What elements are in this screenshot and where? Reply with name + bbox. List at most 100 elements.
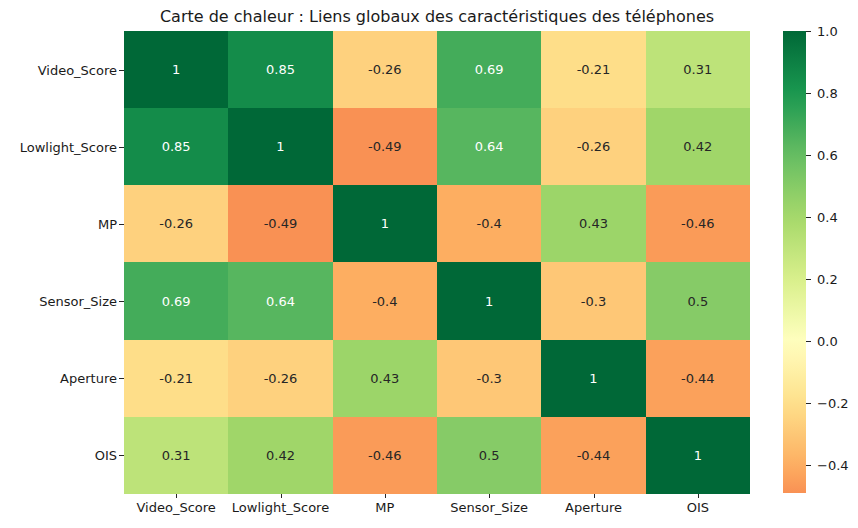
cell-value: -0.3 <box>476 372 501 385</box>
heatmap-cell: -0.49 <box>228 185 332 262</box>
cell-value: 0.85 <box>162 140 191 153</box>
heatmap-cell: 0.64 <box>437 108 541 185</box>
colorbar-tick <box>806 93 811 94</box>
heatmap-cell: -0.46 <box>333 417 437 494</box>
heatmap-cell: 1 <box>228 108 332 185</box>
y-tick-label: OIS <box>95 448 117 463</box>
colorbar-tick <box>806 155 811 156</box>
cell-value: 0.42 <box>266 449 295 462</box>
colorbar-tick-label: 0.8 <box>817 86 838 101</box>
colorbar <box>783 31 806 493</box>
cell-value: 0.5 <box>687 295 708 308</box>
colorbar-tick <box>806 341 811 342</box>
heatmap-cell: -0.21 <box>541 31 645 108</box>
heatmap-cell: 0.43 <box>333 340 437 417</box>
heatmap-cell: 1 <box>437 262 541 339</box>
cell-value: -0.3 <box>581 295 606 308</box>
x-tick <box>594 494 595 498</box>
heatmap-cell: -0.4 <box>437 185 541 262</box>
y-tick-label: MP <box>98 216 117 231</box>
cell-value: 1 <box>381 217 389 230</box>
x-tick <box>489 494 490 498</box>
cell-value: 0.43 <box>579 217 608 230</box>
cell-value: 1 <box>172 63 180 76</box>
heatmap-cell: 1 <box>646 417 750 494</box>
cell-value: -0.44 <box>681 372 715 385</box>
x-tick <box>698 494 699 498</box>
heatmap-cell: -0.4 <box>333 262 437 339</box>
y-tick <box>119 301 124 302</box>
cell-value: 0.5 <box>479 449 500 462</box>
cell-value: 1 <box>589 372 597 385</box>
heatmap-cell: 0.42 <box>646 108 750 185</box>
heatmap-cell: 0.5 <box>437 417 541 494</box>
cell-value: 1 <box>276 140 284 153</box>
heatmap-cell: -0.21 <box>124 340 228 417</box>
cell-value: 0.31 <box>683 63 712 76</box>
cell-value: 1 <box>694 449 702 462</box>
x-tick-label: Aperture <box>565 500 622 515</box>
cell-value: -0.4 <box>372 295 397 308</box>
x-tick <box>176 494 177 498</box>
y-tick <box>119 70 124 71</box>
colorbar-tick <box>806 31 811 32</box>
cell-value: -0.26 <box>577 140 611 153</box>
cell-value: 0.85 <box>266 63 295 76</box>
y-tick <box>119 147 124 148</box>
x-tick-label: MP <box>375 500 394 515</box>
heatmap-cell: -0.3 <box>437 340 541 417</box>
heatmap-cell: 0.31 <box>646 31 750 108</box>
cell-value: -0.26 <box>368 63 402 76</box>
y-tick <box>119 224 124 225</box>
heatmap-cell: -0.3 <box>541 262 645 339</box>
colorbar-tick-label: 1.0 <box>817 24 838 39</box>
y-tick-label: Sensor_Size <box>39 294 117 309</box>
heatmap-cell: 0.31 <box>124 417 228 494</box>
cell-value: -0.49 <box>368 140 402 153</box>
x-tick <box>385 494 386 498</box>
colorbar-tick-label: 0.4 <box>817 210 838 225</box>
heatmap-cell: 1 <box>124 31 228 108</box>
y-tick-label: Video_Score <box>38 62 117 77</box>
heatmap-cell: -0.46 <box>646 185 750 262</box>
heatmap-figure: Carte de chaleur : Liens globaux des car… <box>0 0 858 528</box>
cell-value: 1 <box>485 295 493 308</box>
cell-value: -0.44 <box>577 449 611 462</box>
cell-value: -0.46 <box>681 217 715 230</box>
x-tick <box>281 494 282 498</box>
chart-title: Carte de chaleur : Liens globaux des car… <box>124 7 750 26</box>
colorbar-tick-label: −0.2 <box>817 396 849 411</box>
heatmap-cell: 0.42 <box>228 417 332 494</box>
x-tick-label: Video_Score <box>136 500 215 515</box>
y-tick-label: Lowlight_Score <box>20 139 117 154</box>
heatmap-cell: -0.44 <box>646 340 750 417</box>
colorbar-tick-label: 0.2 <box>817 272 838 287</box>
heatmap-cell: 1 <box>541 340 645 417</box>
cell-value: -0.26 <box>159 217 193 230</box>
cell-value: -0.21 <box>159 372 193 385</box>
y-tick <box>119 455 124 456</box>
colorbar-tick <box>806 465 811 466</box>
cell-value: -0.46 <box>368 449 402 462</box>
cell-value: 0.43 <box>370 372 399 385</box>
heatmap-cell: -0.44 <box>541 417 645 494</box>
cell-value: 0.42 <box>683 140 712 153</box>
cell-value: -0.4 <box>476 217 501 230</box>
colorbar-tick <box>806 403 811 404</box>
heatmap-grid: 1 0.85 -0.26 0.69 -0.21 0.31 0.85 1 -0.49 0.64 -0.… <box>124 31 750 494</box>
heatmap-cell: -0.26 <box>333 31 437 108</box>
heatmap-cell: 0.85 <box>124 108 228 185</box>
cell-value: 0.31 <box>162 449 191 462</box>
cell-value: 0.69 <box>162 295 191 308</box>
cell-value: -0.21 <box>577 63 611 76</box>
heatmap-cell: -0.49 <box>333 108 437 185</box>
cell-value: -0.49 <box>264 217 298 230</box>
heatmap-cell: 0.43 <box>541 185 645 262</box>
cell-value: -0.26 <box>264 372 298 385</box>
cell-value: 0.69 <box>475 63 504 76</box>
heatmap-cell: -0.26 <box>124 185 228 262</box>
x-tick-label: Lowlight_Score <box>232 500 329 515</box>
heatmap-cell: -0.26 <box>228 340 332 417</box>
heatmap-cell: -0.26 <box>541 108 645 185</box>
y-tick <box>119 378 124 379</box>
